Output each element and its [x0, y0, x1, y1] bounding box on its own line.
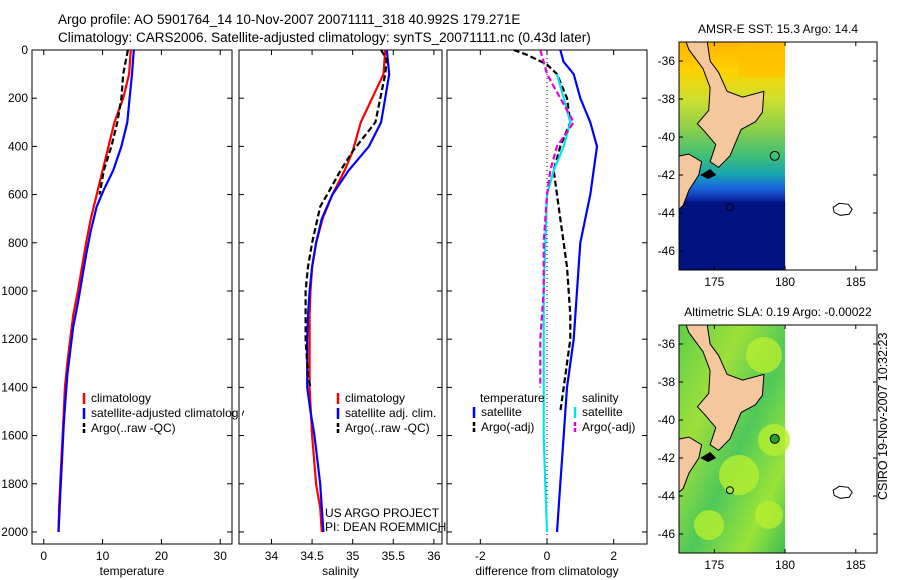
map-sla-ytick-label: -40: [658, 413, 676, 427]
temperature-axes-frame: [31, 49, 233, 545]
difference-xtick-label: -2: [475, 549, 486, 563]
temperature-ytick-label: 600: [8, 188, 28, 202]
temperature-xtick-label: 30: [214, 549, 228, 563]
temperature-ytick-label: 1000: [1, 284, 28, 298]
difference-legend-temp-argo-label: Argo(-adj): [481, 420, 534, 434]
difference-legend-title-salinity: salinity: [582, 391, 619, 405]
difference-legend-title-temperature: temperature: [480, 391, 545, 405]
difference-series-temperature-satellite: [555, 50, 599, 533]
map-sla-xtick-label: 175: [704, 558, 724, 572]
difference-series-temperature-argo-adj-: [513, 50, 572, 412]
difference-series-salinity-argo-adj-: [539, 50, 575, 388]
salinity-legend-climatology-label: climatology: [345, 391, 405, 405]
map-sla-xtick-label: 180: [775, 558, 795, 572]
map-sst-ytick-label: -46: [658, 244, 676, 258]
map-sst-xtick-label: 185: [846, 275, 866, 289]
salinity-series-argo-raw-qc-: [304, 50, 388, 388]
map-sla-north-island: [685, 324, 765, 452]
map-sla-axes-frame: [678, 324, 878, 554]
map-sla-title: Altimetric SLA: 0.19 Argo: -0.00022: [684, 305, 872, 319]
map-sst-north-island: [685, 41, 765, 169]
temperature-ytick-label: 2000: [1, 525, 28, 539]
map-sla-ytick-label: -36: [658, 337, 676, 351]
map-sst-coast-detail: [700, 169, 717, 179]
temperature-ytick-label: 800: [8, 236, 28, 250]
figure-title-line2: Climatology: CARS2006. Satellite-adjuste…: [58, 30, 591, 45]
temperature-series-argo-raw-qc-: [98, 50, 129, 195]
map-sla-south-island: [678, 436, 703, 494]
map-sla-field-blob: [755, 501, 783, 529]
temperature-xtick-label: 10: [96, 549, 110, 563]
difference-xtick-label: 2: [610, 549, 617, 563]
temperature-ytick-label: 200: [8, 91, 28, 105]
map-sla-contour-loop: [725, 486, 734, 495]
map-sla-ytick-label: -44: [658, 489, 676, 503]
temperature-legend-argo-label: Argo(..raw -QC): [91, 421, 176, 435]
map-sst-ytick-label: -44: [658, 206, 676, 220]
temperature-legend-climatology-label: climatology: [91, 391, 151, 405]
map-sla-ytick-label: -46: [658, 527, 676, 541]
map-sst-contour-loop: [725, 203, 734, 212]
map-sst-xtick-label: 175: [704, 275, 724, 289]
temperature-ytick-label: 1400: [1, 380, 28, 394]
map-sst-xtick-label: 180: [775, 275, 795, 289]
salinity-xtick-label: 34: [265, 549, 279, 563]
map-sla-float-marker: [769, 433, 780, 444]
salinity-annotation-pi: PI: DEAN ROEMMICH: [325, 520, 446, 534]
salinity-xtick-label: 36: [427, 549, 441, 563]
map-sla-coast-detail: [700, 452, 717, 462]
map-sst-ytick-label: -38: [658, 92, 676, 106]
salinity-xlabel: salinity: [322, 564, 359, 578]
figure-title-line1: Argo profile: AO 5901764_14 10-Nov-2007 …: [58, 12, 521, 27]
salinity-legend-argo-label: Argo(..raw -QC): [345, 421, 430, 435]
map-sst-field-cold-band: [679, 201, 786, 270]
temperature-xtick-label: 0: [40, 549, 47, 563]
salinity-xtick-label: 34.5: [300, 549, 324, 563]
map-sla-xtick-label: 185: [846, 558, 866, 572]
map-sst-ytick-label: -36: [658, 54, 676, 68]
salinity-series-climatology: [308, 50, 387, 533]
map-sla-field-blob: [694, 510, 724, 540]
difference-xlabel: difference from climatology: [475, 564, 618, 578]
map-sla-ytick-label: -38: [658, 375, 676, 389]
difference-series-salinity-satellite: [542, 73, 572, 533]
salinity-xtick-label: 35: [346, 549, 360, 563]
temperature-ytick-label: 1600: [1, 429, 28, 443]
map-sla-field-blob: [719, 455, 759, 495]
temperature-xlabel: temperature: [100, 564, 165, 578]
temperature-legend-satellite-label: satellite-adjusted climatology: [91, 406, 244, 420]
map-sla-field-blob: [746, 337, 782, 373]
temperature-ytick-label: 400: [8, 139, 28, 153]
temperature-ytick-label: 0: [21, 43, 28, 57]
salinity-annotation-project: US ARGO PROJECT: [325, 506, 440, 520]
map-sst-field-warm-patch: [739, 42, 786, 77]
map-sst-float-marker: [769, 150, 780, 161]
salinity-xtick-label: 35.5: [382, 549, 406, 563]
map-sla-ytick-label: -42: [658, 451, 676, 465]
map-sst-chatham-island: [832, 202, 853, 216]
temperature-xtick-label: 20: [155, 549, 169, 563]
temperature-ytick-label: 1800: [1, 477, 28, 491]
salinity-axes-frame: [238, 49, 443, 545]
difference-axes-frame: [446, 49, 648, 545]
difference-legend-sal-argo-label: Argo(-adj): [582, 420, 635, 434]
temperature-series-climatology: [57, 50, 132, 533]
salinity-legend-satellite-label: satellite adj. clim.: [345, 406, 436, 420]
temperature-series-satellite-adjusted-climatology: [57, 50, 135, 533]
difference-legend-sal-satellite-label: satellite: [582, 405, 623, 419]
map-sst-axes-frame: [678, 41, 878, 271]
difference-legend-temp-satellite-label: satellite: [481, 405, 522, 419]
map-sst-title: AMSR-E SST: 15.3 Argo: 14.4: [698, 22, 858, 36]
map-sst-ytick-label: -40: [658, 130, 676, 144]
temperature-ytick-label: 1200: [1, 332, 28, 346]
difference-xtick-label: 0: [544, 549, 551, 563]
map-sst-south-island: [678, 153, 703, 211]
map-sst-ytick-label: -42: [658, 168, 676, 182]
salinity-series-satellite-adj-clim-: [306, 50, 391, 533]
map-sla-chatham-island: [832, 485, 853, 499]
